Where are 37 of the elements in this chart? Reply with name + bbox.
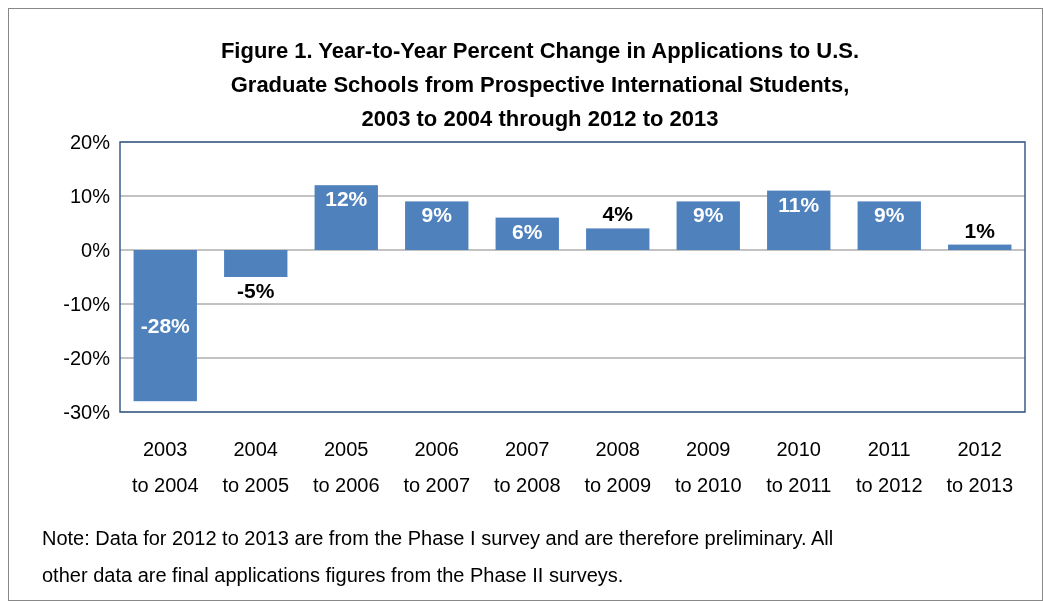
bar: [767, 190, 831, 250]
y-tick-label: 0%: [81, 239, 111, 261]
bar: [948, 244, 1012, 250]
x-tick-label: 2011 to 2012: [855, 438, 923, 496]
bar: [314, 185, 378, 250]
data-label: -28%: [140, 313, 191, 337]
x-tick-label: 2008 to 2009: [584, 438, 652, 496]
y-tick-label: -10%: [63, 293, 111, 315]
data-label: 4%: [602, 202, 634, 226]
y-tick-label: -30%: [63, 401, 111, 423]
data-label: 6%: [512, 219, 543, 243]
bar: [133, 250, 197, 402]
bar: [224, 250, 288, 277]
x-tick-label: 2005 to 2006: [312, 438, 380, 496]
x-tick-label: 2004 to 2005: [222, 438, 290, 496]
x-tick-label: 2003 to 2004: [131, 438, 199, 496]
data-label: 9%: [874, 203, 905, 227]
data-label: 12%: [325, 187, 368, 211]
data-label: -5%: [237, 279, 275, 302]
x-tick-label: 2007 to 2008: [493, 438, 561, 496]
y-tick-label: -20%: [63, 347, 111, 369]
x-tick-label: 2009 to 2010: [674, 438, 742, 496]
data-label: 1%: [964, 218, 996, 242]
bar: [405, 201, 469, 250]
bar: [586, 228, 650, 250]
data-label: 9%: [421, 203, 453, 227]
chart-title: Figure 1. Year-to-Year Percent Change in Applications to U.S. Graduate Schools from Prospective International Students, 2003 to 2004 through 2012 to 2013: [220, 38, 860, 131]
y-tick-label: 10%: [69, 185, 111, 207]
data-label: 11%: [778, 192, 820, 216]
y-tick-label: 20%: [69, 131, 111, 153]
x-tick-label: 2012 to 2013: [946, 438, 1014, 496]
text: Note: Data for 2012 to 2013 are from the Phase I survey and are therefore preliminary. All other data are final applications figures from the Phase II surveys.: [42, 527, 834, 586]
x-tick-label: 2006 to 2007: [403, 438, 471, 496]
data-label: 9%: [693, 203, 724, 227]
bar: [857, 201, 921, 250]
bar: [676, 201, 740, 250]
x-tick-label: 2010 to 2011: [766, 438, 832, 496]
